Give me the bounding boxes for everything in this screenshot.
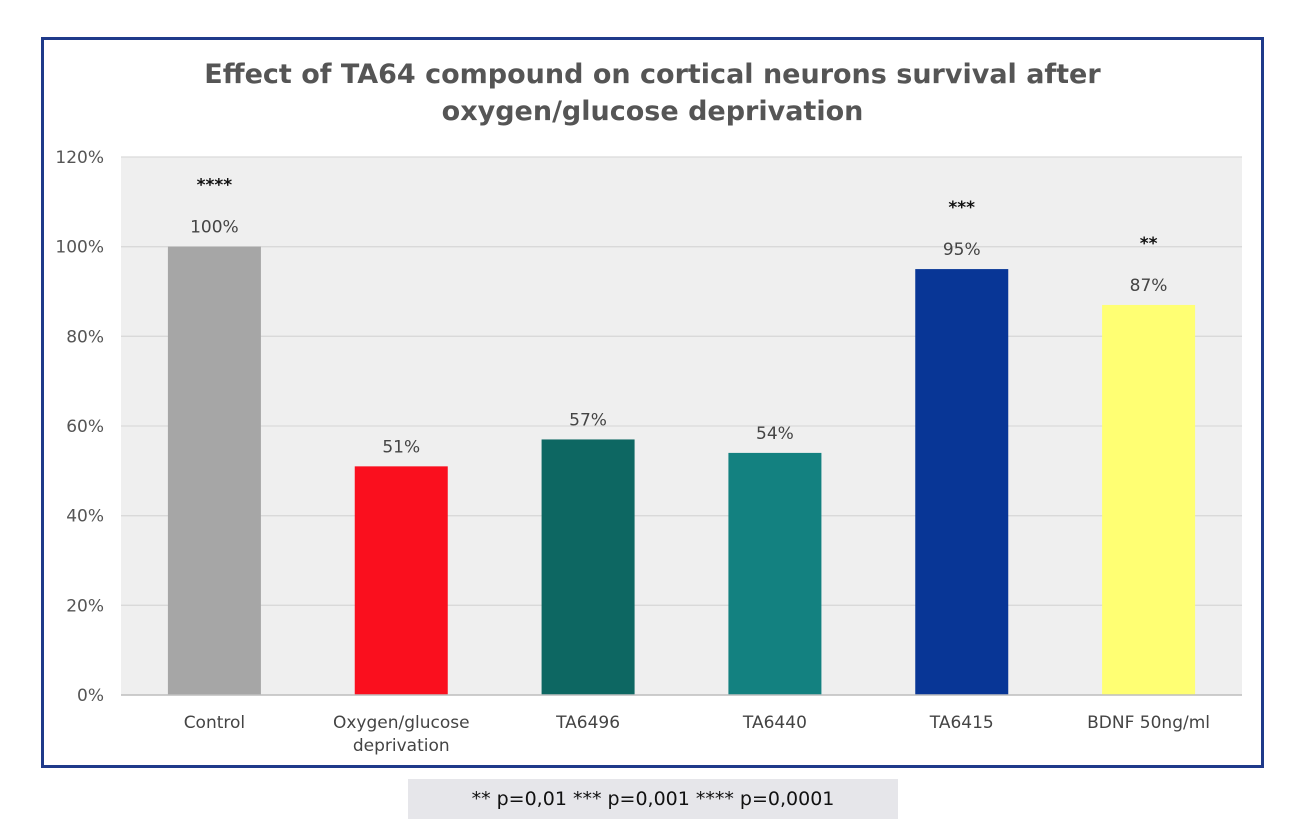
- bar: [354, 466, 448, 695]
- data-label: 87%: [1130, 276, 1168, 296]
- x-tick-label: TA6496: [555, 713, 620, 733]
- x-tick-label: TA6415: [929, 713, 994, 733]
- significance-marker: ****: [197, 176, 233, 196]
- y-tick-label: 20%: [66, 596, 104, 616]
- bar: [1102, 304, 1196, 695]
- y-tick-label: 0%: [77, 686, 104, 706]
- significance-marker: ***: [948, 198, 975, 218]
- data-label: 95%: [943, 240, 981, 260]
- chart-title-line-2: oxygen/glucose deprivation: [441, 96, 864, 127]
- chart-title: Effect of TA64 compound on cortical neur…: [41, 56, 1264, 130]
- y-tick-label: 80%: [66, 327, 104, 347]
- x-tick-label: BDNF 50ng/ml: [1087, 713, 1210, 733]
- y-tick-label: 60%: [66, 417, 104, 437]
- x-tick-label: deprivation: [353, 736, 450, 756]
- y-tick-label: 120%: [55, 148, 104, 168]
- data-label: 51%: [382, 437, 420, 457]
- x-tick-label: Oxygen/glucose: [333, 713, 470, 733]
- bar: [915, 269, 1009, 695]
- y-tick-label: 40%: [66, 507, 104, 527]
- significance-footnote: ** p=0,01 *** p=0,001 **** p=0,0001: [408, 779, 898, 819]
- y-tick-label: 100%: [55, 238, 104, 258]
- data-label: 54%: [756, 424, 794, 444]
- bar: [167, 246, 261, 695]
- data-label: 100%: [190, 218, 239, 238]
- chart-title-line-1: Effect of TA64 compound on cortical neur…: [204, 59, 1101, 90]
- bar: [541, 439, 635, 695]
- bar: [728, 452, 822, 695]
- x-tick-label: TA6440: [742, 713, 807, 733]
- significance-marker: **: [1140, 234, 1158, 254]
- x-tick-label: Control: [184, 713, 245, 733]
- data-label: 57%: [569, 410, 607, 430]
